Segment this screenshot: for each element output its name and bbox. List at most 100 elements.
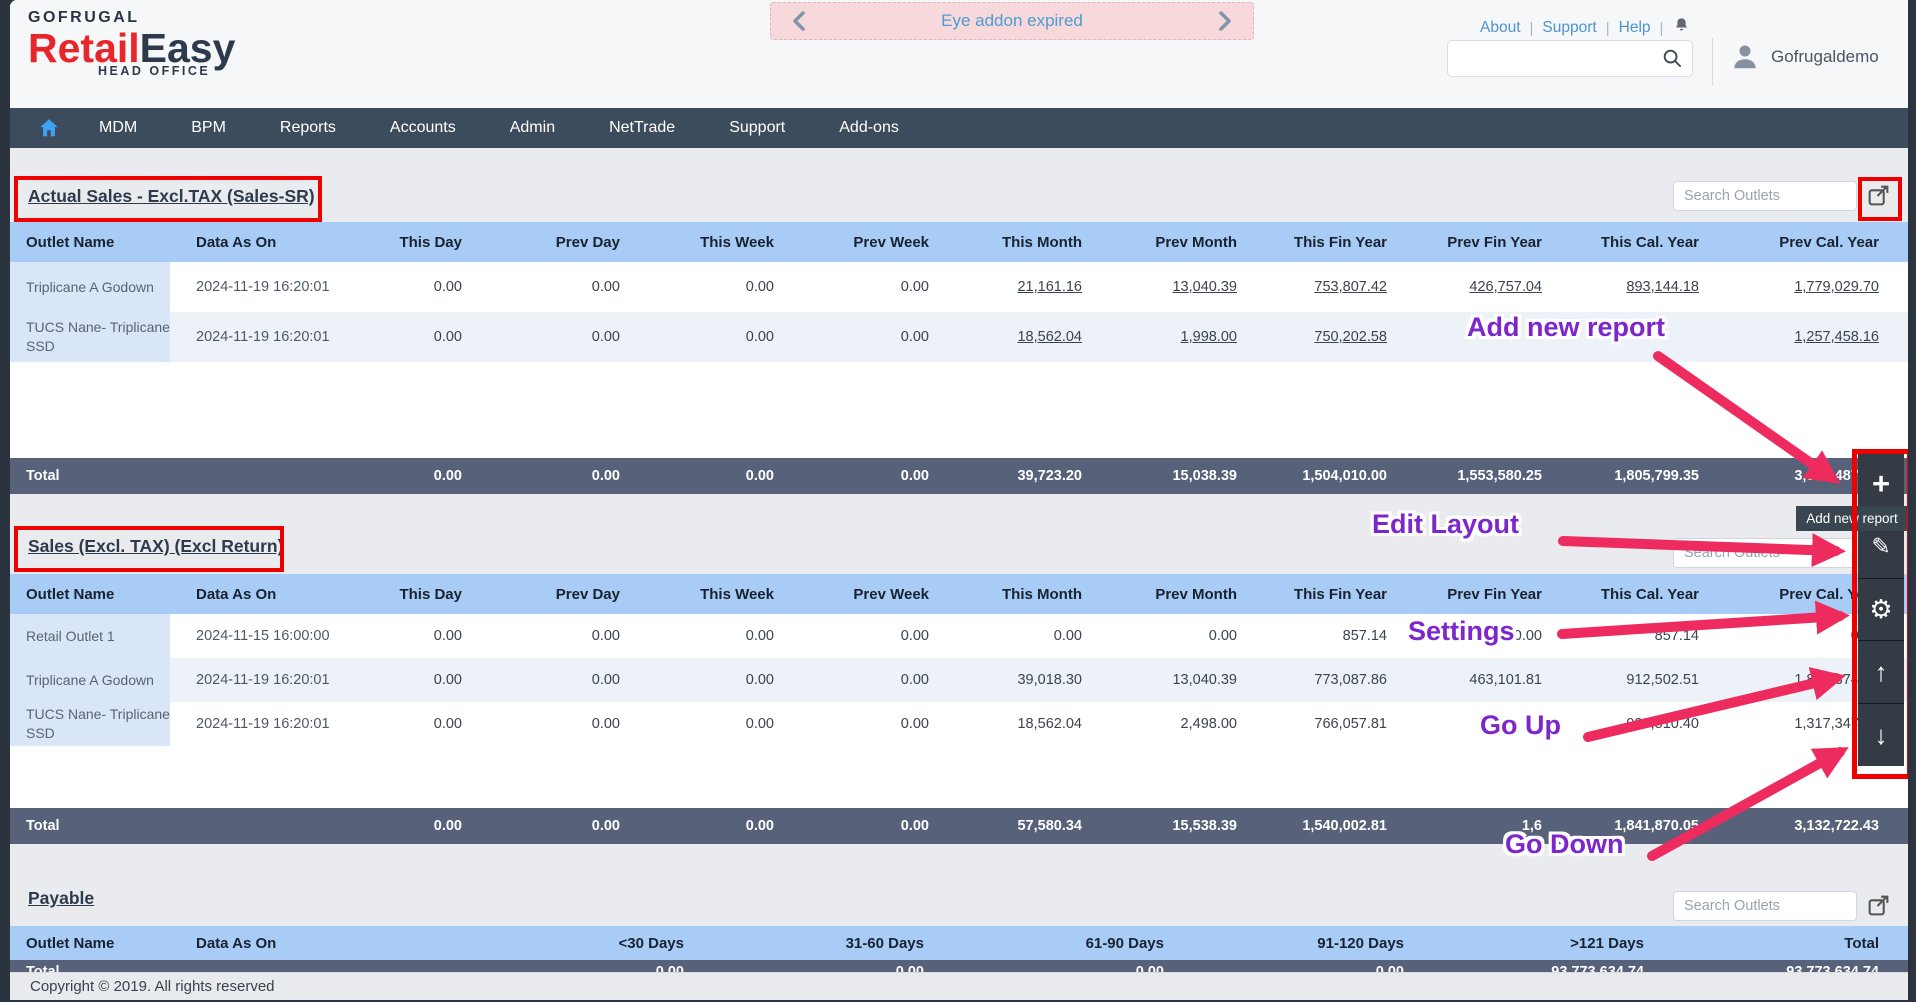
username: Gofrugaldemo bbox=[1771, 47, 1879, 66]
search-outlets-input[interactable] bbox=[1673, 181, 1857, 211]
total-value-cell: 1,805,799.35 bbox=[1568, 458, 1725, 494]
column-header[interactable]: Prev Day bbox=[488, 574, 646, 614]
value-cell: 0.00 bbox=[1513, 628, 1542, 644]
value-cell: 857.14 bbox=[1654, 628, 1699, 644]
column-header[interactable]: This Month bbox=[955, 574, 1108, 614]
column-header[interactable]: 31-60 Days bbox=[710, 926, 950, 960]
column-header[interactable]: Outlet Name bbox=[10, 926, 170, 960]
value-link[interactable]: 1,257,458.16 bbox=[1794, 329, 1879, 345]
main-navigation: MDM BPM Reports Accounts Admin NetTrade Suppor… bbox=[10, 108, 1908, 148]
expand-report-icon[interactable] bbox=[1866, 893, 1892, 919]
separator: | bbox=[1659, 19, 1664, 37]
column-header[interactable]: This Day bbox=[370, 222, 488, 262]
value-link[interactable]: 21,161.16 bbox=[1017, 279, 1082, 295]
search-outlets-input[interactable] bbox=[1673, 538, 1857, 568]
total-value-cell: 15,538.39 bbox=[1108, 808, 1263, 844]
outlet-name-cell: Triplicane A Godown bbox=[10, 658, 170, 702]
value-link[interactable]: 18,562.04 bbox=[1017, 329, 1082, 345]
value-link[interactable]: 1,779,029.70 bbox=[1794, 279, 1879, 295]
column-header[interactable]: Prev Month bbox=[1108, 574, 1263, 614]
column-header[interactable]: This Cal. Year bbox=[1568, 222, 1725, 262]
total-value-cell: 0.00 bbox=[370, 458, 488, 494]
total-value-cell: 0.00 bbox=[646, 808, 800, 844]
search-outlets-input[interactable] bbox=[1673, 891, 1857, 921]
nav-item-support[interactable]: Support bbox=[729, 119, 786, 136]
separator: | bbox=[1605, 19, 1610, 37]
column-header[interactable]: This Fin Year bbox=[1263, 222, 1413, 262]
value-cell: 39,018.30 bbox=[955, 658, 1108, 702]
outlet-name-cell: TUCS Nane- Triplicane SSD bbox=[10, 312, 170, 362]
add-new-report-button[interactable]: + bbox=[1858, 453, 1904, 516]
table-row: Retail Outlet 1 2024-11-15 16:00:00 0.00 0.… bbox=[10, 614, 1908, 658]
column-header[interactable]: This Week bbox=[646, 574, 800, 614]
link-about[interactable]: About bbox=[1480, 19, 1521, 36]
annotation-label-add-new-report: Add new report bbox=[1467, 312, 1666, 342]
go-down-button[interactable]: ↓ bbox=[1858, 704, 1904, 766]
spacer-cell bbox=[10, 362, 1908, 458]
column-header[interactable]: Total bbox=[1670, 926, 1908, 960]
nav-items: MDM BPM Reports Accounts Admin NetTrade Suppor… bbox=[72, 108, 926, 148]
value-cell: 2,498.00 bbox=[1180, 716, 1237, 732]
column-header[interactable]: 91-120 Days bbox=[1190, 926, 1430, 960]
global-search-input[interactable] bbox=[1456, 45, 1660, 74]
notifications-bell-icon[interactable] bbox=[1672, 16, 1691, 40]
column-header[interactable]: Prev Week bbox=[800, 222, 955, 262]
chevron-right-icon[interactable] bbox=[1217, 10, 1233, 32]
value-link[interactable]: 13,040.39 bbox=[1172, 279, 1237, 295]
column-header[interactable]: This Day bbox=[370, 574, 488, 614]
column-header[interactable]: Outlet Name bbox=[10, 222, 170, 262]
link-support[interactable]: Support bbox=[1542, 19, 1597, 36]
home-icon[interactable] bbox=[38, 117, 60, 139]
nav-item-add-ons[interactable]: Add-ons bbox=[839, 119, 899, 136]
column-header[interactable]: Prev Fin Year bbox=[1413, 574, 1568, 614]
value-cell: 0.00 bbox=[1208, 628, 1237, 644]
nav-item-bpm[interactable]: BPM bbox=[191, 119, 226, 136]
nav-item-reports[interactable]: Reports bbox=[279, 119, 336, 136]
brand-text: GOFRUGAL bbox=[28, 9, 140, 26]
user-menu[interactable]: Gofrugaldemo bbox=[1730, 42, 1879, 72]
column-header[interactable]: >121 Days bbox=[1430, 926, 1670, 960]
value-cell: 0.00 bbox=[591, 716, 620, 732]
value-link[interactable]: 1,998.00 bbox=[1180, 329, 1237, 345]
column-header[interactable]: Outlet Name bbox=[10, 574, 170, 614]
nav-item-mdm[interactable]: MDM bbox=[99, 119, 138, 136]
chevron-left-icon[interactable] bbox=[791, 10, 807, 32]
value-link[interactable]: 426,757.04 bbox=[1469, 279, 1542, 295]
value-cell: 0.00 bbox=[800, 658, 955, 702]
value-link[interactable]: 750,202.58 bbox=[1314, 329, 1387, 345]
data-as-on-cell: 2024-11-19 16:20:01 bbox=[170, 312, 370, 362]
go-up-button[interactable]: ↑ bbox=[1858, 641, 1904, 705]
link-help[interactable]: Help bbox=[1618, 19, 1651, 36]
value-cell: 0.00 bbox=[745, 628, 774, 644]
nav-item-accounts[interactable]: Accounts bbox=[389, 119, 456, 136]
column-header[interactable]: Prev Fin Year bbox=[1413, 222, 1568, 262]
nav-item-nettrade[interactable]: NetTrade bbox=[609, 119, 676, 136]
column-header[interactable]: Prev Cal. Year bbox=[1725, 222, 1908, 262]
column-header[interactable]: Data As On bbox=[170, 574, 370, 614]
column-header[interactable]: Prev Month bbox=[1108, 222, 1263, 262]
total-value-cell: 0.00 bbox=[646, 458, 800, 494]
outlet-name-cell: Triplicane A Godown bbox=[10, 262, 170, 312]
column-header[interactable]: This Month bbox=[955, 222, 1108, 262]
nav-item-admin[interactable]: Admin bbox=[509, 119, 556, 136]
annotation-label-go-up: Go Up bbox=[1480, 710, 1561, 740]
copyright-text: Copyright © 2019. All rights reserved bbox=[30, 978, 275, 995]
column-header[interactable]: This Fin Year bbox=[1263, 574, 1413, 614]
annotation-label-settings: Settings bbox=[1408, 616, 1515, 646]
column-header[interactable]: <30 Days bbox=[470, 926, 710, 960]
expand-report-icon[interactable] bbox=[1866, 183, 1892, 209]
search-icon[interactable] bbox=[1662, 48, 1683, 69]
settings-button[interactable]: ⚙ bbox=[1858, 578, 1904, 642]
column-header[interactable]: Data As On bbox=[170, 222, 370, 262]
product-name: RetailEasy bbox=[28, 28, 235, 69]
total-value-cell: 0.00 bbox=[800, 458, 955, 494]
value-link[interactable]: 753,807.42 bbox=[1314, 279, 1387, 295]
column-header[interactable]: 61-90 Days bbox=[950, 926, 1190, 960]
column-header[interactable]: Data As On bbox=[170, 926, 470, 960]
column-header[interactable]: Prev Week bbox=[800, 574, 955, 614]
value-link[interactable]: 893,144.18 bbox=[1626, 279, 1699, 295]
value-cell: 928,510.40 bbox=[1626, 716, 1699, 732]
column-header[interactable]: Prev Day bbox=[488, 222, 646, 262]
column-header[interactable]: This Week bbox=[646, 222, 800, 262]
column-header[interactable]: This Cal. Year bbox=[1568, 574, 1725, 614]
